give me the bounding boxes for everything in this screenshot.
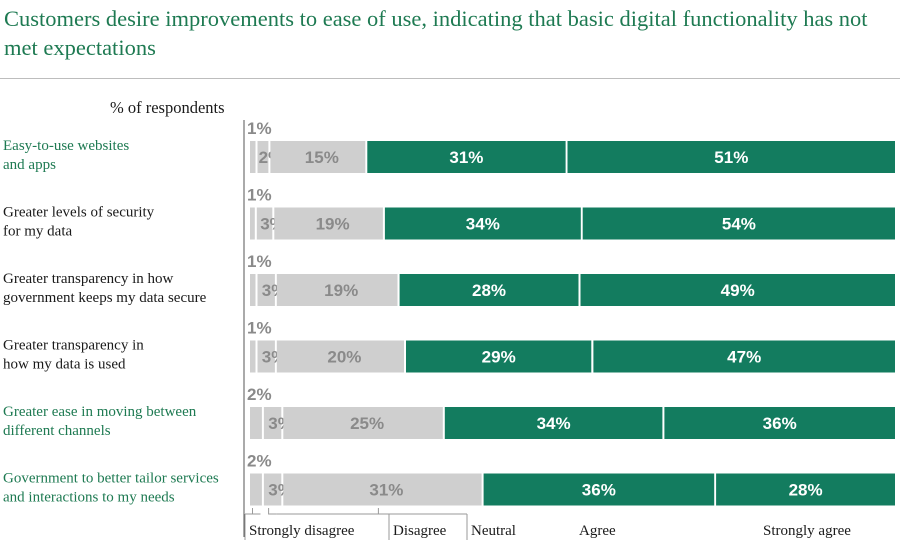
data-label: 19% (324, 281, 358, 300)
bar-segment-agree (384, 207, 581, 240)
legend-bracket (377, 508, 387, 515)
bar-segment-disagree (257, 141, 269, 173)
category-label: Easy-to-use websites (3, 138, 129, 154)
bar-segment-strongly-agree (567, 141, 895, 173)
category-label: different channels (3, 423, 111, 439)
data-label: 51% (714, 148, 748, 167)
category-label: how my data is used (3, 357, 126, 373)
data-label: 1% (247, 252, 272, 271)
data-label: 1% (247, 119, 272, 138)
bar-segment-neutral (276, 274, 398, 306)
bar-segment-strongly-agree (582, 207, 895, 240)
bar-segment-agree (483, 473, 715, 506)
data-label: 2% (247, 452, 272, 471)
bar-row: Greater levels of security for my data 1% 3… (3, 186, 895, 240)
data-label: 49% (721, 281, 755, 300)
data-label: 1% (247, 186, 272, 205)
data-label: 2% (247, 385, 272, 404)
bar-segment-neutral (283, 473, 482, 506)
category-label: and apps (3, 157, 56, 173)
data-label: 36% (582, 481, 616, 500)
bar-segment-agree (367, 141, 566, 173)
bar-segment-disagree (257, 274, 275, 306)
bar-segment-strongly-disagree (250, 141, 256, 173)
chart-title: Customers desire improvements to ease of… (4, 6, 868, 60)
bar-segment-strongly-agree (593, 340, 895, 373)
bar-segment-strongly-disagree (250, 407, 262, 439)
legend-label: Strongly disagree (249, 523, 355, 539)
data-label: 36% (763, 414, 797, 433)
category-label: Greater transparency in how (3, 271, 174, 287)
category-label: Greater transparency in (3, 338, 144, 354)
category-label: Government to better tailor services (3, 471, 219, 487)
bar-segment-neutral (270, 141, 366, 173)
bar-segment-agree (444, 407, 663, 439)
data-label: 31% (449, 148, 483, 167)
category-label: for my data (3, 224, 72, 240)
legend-label: Strongly agree (763, 523, 851, 539)
data-label: 20% (327, 348, 361, 367)
category-label: Greater levels of security (3, 205, 155, 221)
bar-row: Greater ease in moving between different … (3, 385, 895, 439)
category-label: government keeps my data secure (3, 290, 207, 306)
legend-bracket (252, 508, 261, 515)
data-label: 28% (789, 481, 823, 500)
bar-segment-agree (406, 340, 592, 373)
data-label: 34% (466, 215, 500, 234)
bar-segment-disagree (256, 207, 273, 240)
bar-row: Greater transparency in how my data is us… (3, 319, 895, 373)
bar-segment-strongly-agree (664, 407, 895, 439)
bar-segment-neutral (274, 207, 383, 240)
legend-label: Disagree (393, 523, 447, 539)
data-label: 19% (316, 215, 350, 234)
bar-segment-agree (399, 274, 579, 306)
bar-segment-strongly-disagree (250, 274, 256, 306)
title-divider (0, 78, 900, 79)
data-label: 1% (247, 319, 272, 338)
bar-segment-neutral (283, 407, 443, 439)
bar-segment-strongly-disagree (250, 340, 256, 373)
bar-segment-disagree (263, 473, 282, 506)
data-label: 34% (537, 414, 571, 433)
bar-segment-strongly-agree (716, 473, 895, 506)
bar-segment-strongly-agree (580, 274, 895, 306)
data-label: 28% (472, 281, 506, 300)
data-label: 15% (305, 148, 339, 167)
category-label: and interactions to my needs (3, 490, 175, 506)
data-label: 25% (350, 414, 384, 433)
bar-row: Government to better tailor services and … (3, 452, 895, 506)
bar-segment-disagree (257, 340, 275, 373)
bar-segment-disagree (263, 407, 282, 439)
legend-label: Agree (579, 523, 616, 539)
bar-segment-strongly-disagree (250, 207, 255, 240)
category-label: Greater ease in moving between (3, 404, 197, 420)
bar-segment-strongly-disagree (250, 473, 262, 506)
legend-label: Neutral (471, 523, 516, 539)
bar-segment-neutral (276, 340, 404, 373)
unit-label: % of respondents (110, 98, 225, 117)
data-label: 31% (369, 481, 403, 500)
data-label: 47% (727, 348, 761, 367)
bar-row: Greater transparency in how government ke… (3, 252, 895, 306)
data-label: 54% (722, 215, 756, 234)
data-label: 29% (482, 348, 516, 367)
legend-bracket (268, 508, 277, 515)
